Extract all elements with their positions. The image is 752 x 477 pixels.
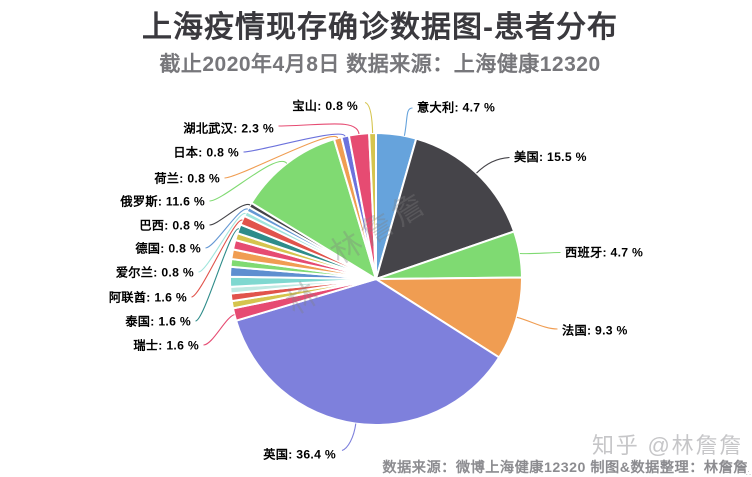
svg-text:知乎 @林詹詹: 知乎 @林詹詹 — [592, 433, 743, 458]
svg-text:俄罗斯: 11.6 %: 俄罗斯: 11.6 % — [119, 194, 205, 209]
svg-text:荷兰: 0.8 %: 荷兰: 0.8 % — [153, 171, 220, 186]
svg-text:德国: 0.8 %: 德国: 0.8 % — [134, 241, 201, 256]
svg-text:英国: 36.4 %: 英国: 36.4 % — [263, 447, 336, 462]
svg-text:美国: 15.5 %: 美国: 15.5 % — [514, 149, 587, 164]
svg-text:阿联酋: 1.6 %: 阿联酋: 1.6 % — [109, 290, 187, 305]
svg-text:数据来源：微博上海健康12320 制图&数据整理：林詹詹: 数据来源：微博上海健康12320 制图&数据整理：林詹詹 — [382, 459, 748, 476]
svg-text:瑞士: 1.6 %: 瑞士: 1.6 % — [133, 338, 199, 353]
svg-text:法国: 9.3 %: 法国: 9.3 % — [562, 323, 628, 338]
svg-text:泰国: 1.6 %: 泰国: 1.6 % — [124, 314, 191, 329]
svg-text:上海疫情现存确诊数据图-患者分布: 上海疫情现存确诊数据图-患者分布 — [142, 10, 618, 44]
svg-text:日本: 0.8 %: 日本: 0.8 % — [173, 145, 239, 160]
svg-text:截止2020年4月8日 数据来源：上海健康12320: 截止2020年4月8日 数据来源：上海健康12320 — [159, 52, 600, 76]
svg-text:宝山: 0.8 %: 宝山: 0.8 % — [292, 98, 358, 113]
svg-text:爱尔兰: 0.8 %: 爱尔兰: 0.8 % — [116, 265, 194, 280]
svg-text:∴: ∴ — [746, 469, 751, 477]
svg-text:湖北武汉: 2.3 %: 湖北武汉: 2.3 % — [183, 121, 274, 136]
svg-text:巴西: 0.8 %: 巴西: 0.8 % — [139, 219, 205, 233]
svg-text:意大利: 4.7 %: 意大利: 4.7 % — [417, 100, 495, 115]
svg-text:西班牙: 4.7 %: 西班牙: 4.7 % — [565, 245, 643, 260]
